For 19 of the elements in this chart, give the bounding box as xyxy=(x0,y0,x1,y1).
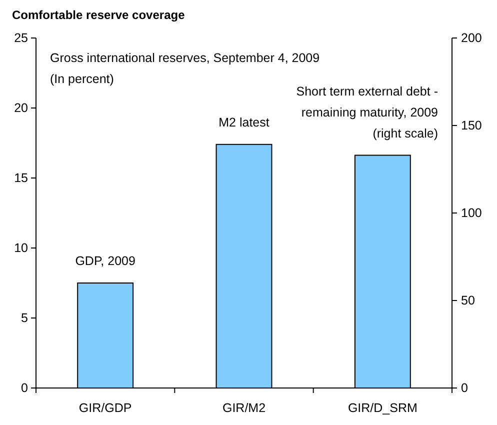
annotation: GDP, 2009 xyxy=(75,254,136,268)
y-tick-label: 5 xyxy=(21,311,28,325)
y-tick-label: 25 xyxy=(14,31,28,45)
x-tick-label: GIR/D_SRM xyxy=(348,401,418,415)
y-tick-label: 15 xyxy=(14,171,28,185)
y-tick-label: 10 xyxy=(14,241,28,255)
annotation: Gross international reserves, September 4, 2009 (In percent) xyxy=(50,51,320,86)
x-tick-label: GIR/M2 xyxy=(222,401,266,415)
y-tick-label: 0 xyxy=(21,381,28,395)
chart-title: Comfortable reserve coverage xyxy=(12,8,186,22)
y-tick-label: 20 xyxy=(14,101,28,115)
y2-tick-label: 200 xyxy=(461,31,482,45)
y2-tick-label: 0 xyxy=(461,381,468,395)
y2-tick-label: 100 xyxy=(461,206,482,220)
y2-tick-label: 50 xyxy=(461,294,475,308)
annotation: M2 latest xyxy=(218,115,270,130)
y2-tick-label: 150 xyxy=(461,118,482,132)
x-tick-label: GIR/GDP xyxy=(78,401,132,415)
annotation: Short term external debt - remaining maturity, 2009 (right scale) xyxy=(296,84,438,140)
